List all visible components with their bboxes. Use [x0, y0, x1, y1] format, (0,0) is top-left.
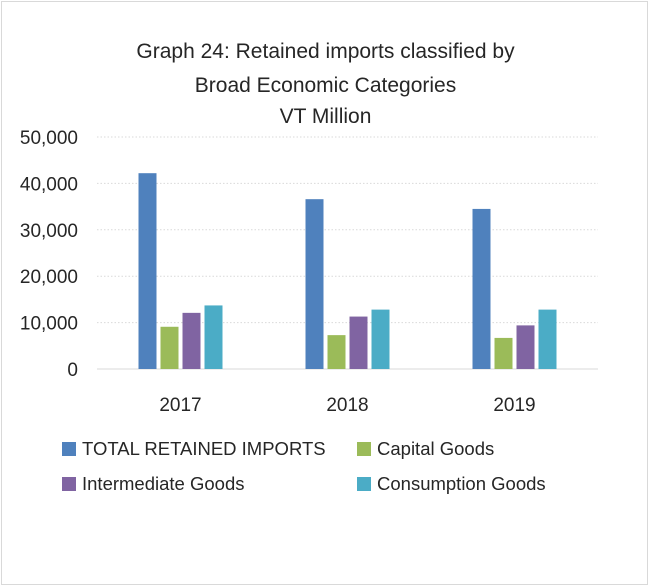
chart-title: Graph 24: Retained imports classified by [136, 40, 515, 63]
y-tick-label: 30,000 [20, 221, 78, 242]
bar [516, 325, 535, 369]
x-tick-label: 2018 [326, 395, 368, 416]
bar [538, 309, 557, 369]
bar [494, 337, 513, 369]
bar [472, 208, 491, 369]
y-tick-label: 50,000 [20, 128, 78, 149]
y-tick-label: 10,000 [20, 314, 78, 335]
y-tick-label: 0 [67, 360, 78, 381]
bar [160, 326, 179, 369]
bar [204, 305, 223, 369]
x-tick-label: 2019 [493, 395, 535, 416]
bar [138, 173, 157, 369]
bar [349, 316, 368, 369]
x-tick-label: 2017 [159, 395, 201, 416]
y-tick-label: 20,000 [20, 267, 78, 288]
bar [371, 309, 390, 369]
bar [182, 312, 201, 369]
y-tick-label: 40,000 [20, 174, 78, 195]
bar [327, 335, 346, 369]
bar [305, 199, 324, 369]
chart-unit-label: VT Million [279, 105, 372, 128]
chart-subtitle: Broad Economic Categories [194, 74, 457, 97]
